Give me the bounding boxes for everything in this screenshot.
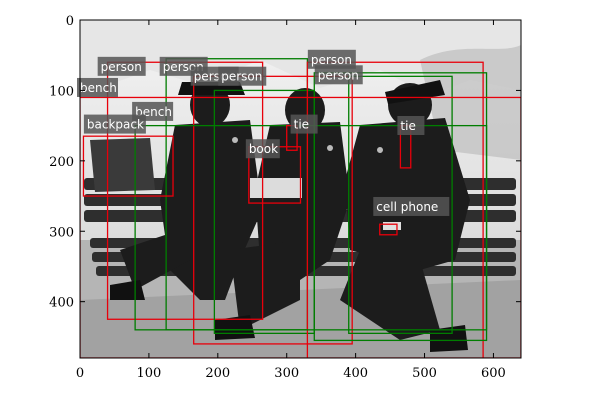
y-tick-label: 100 <box>49 84 74 99</box>
box-person-4 <box>306 61 484 358</box>
svg-text:tie: tie <box>400 119 415 133</box>
x-tick-label: 100 <box>136 366 161 381</box>
x-tick-label: 500 <box>412 366 437 381</box>
label-backpack-8: backpack <box>83 114 146 134</box>
x-tick-label: 0 <box>76 366 84 381</box>
box-person-2 <box>193 75 353 345</box>
label-book-11: book <box>245 139 280 159</box>
detection-labels: person personpersonpersonpersonpersonbenc… <box>77 49 450 216</box>
label-person-0: person <box>97 56 146 76</box>
svg-text:backpack: backpack <box>87 118 144 132</box>
svg-text:book: book <box>249 142 278 156</box>
label-person-3: person <box>218 66 267 86</box>
box-person-6 <box>348 75 453 335</box>
label-cell-phone-12: cell phone <box>373 196 450 216</box>
axes-frame <box>79 19 522 359</box>
label-person-5: person <box>314 65 363 85</box>
y-tick-label: 200 <box>49 155 74 170</box>
svg-text:bench: bench <box>80 81 117 95</box>
x-axis: 0 100 200 300 400 500 600 <box>76 20 506 381</box>
label-bench-6: bench <box>77 77 118 97</box>
svg-text:person: person <box>101 60 142 74</box>
svg-text:cell phone: cell phone <box>376 200 438 214</box>
box-cell-phone-13 <box>379 223 398 236</box>
y-tick-label: 400 <box>49 296 74 311</box>
x-tick-label: 200 <box>205 366 230 381</box>
box-backpack-9 <box>82 135 174 197</box>
label-tie-10: tie <box>397 115 425 135</box>
x-tick-label: 300 <box>274 366 299 381</box>
y-tick-label: 300 <box>49 225 74 240</box>
y-tick-label: 0 <box>66 14 74 29</box>
x-tick-label: 400 <box>343 366 368 381</box>
label-person-4: person <box>307 49 356 69</box>
label-tie-9: tie <box>290 114 318 134</box>
svg-text:tie: tie <box>294 118 309 132</box>
x-tick-label: 600 <box>481 366 506 381</box>
svg-text:person: person <box>311 53 352 67</box>
y-axis: 0 100 200 300 400 <box>49 14 521 311</box>
svg-text:person: person <box>318 68 359 82</box>
svg-text:person: person <box>221 70 262 84</box>
